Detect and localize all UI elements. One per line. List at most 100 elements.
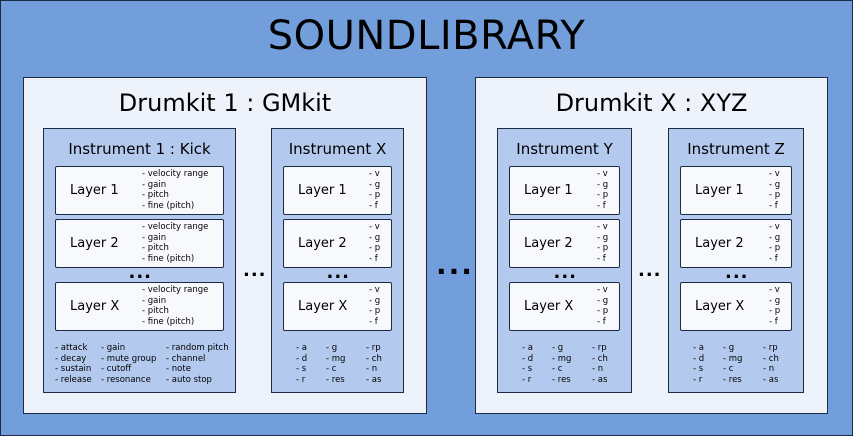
- layer-param: - v: [369, 169, 380, 179]
- layer-param: - velocity range: [142, 285, 209, 295]
- instrument-property: - c: [326, 364, 337, 374]
- layer-param: - g: [769, 179, 781, 190]
- instrument-title: Instrument Y: [516, 140, 613, 158]
- instrument-property: - ch: [592, 353, 608, 364]
- layer-param: - pitch: [142, 243, 169, 253]
- instrument-properties: - attack - decay - sustain - release: [55, 343, 92, 385]
- instrument-title: Instrument 1 : Kick: [68, 140, 211, 158]
- instrument-property: - sustain: [55, 364, 92, 374]
- layer-param: - gain: [142, 179, 167, 190]
- layer-params: - v- g- p- f: [597, 222, 608, 264]
- instrument-properties: - random pitch - channel - note - auto stop: [166, 343, 229, 385]
- instrument-property: - resonance: [101, 374, 151, 385]
- layer-label: Layer 1: [70, 183, 119, 198]
- layer-label: Layer 2: [298, 236, 347, 251]
- instrument-property: - res: [723, 374, 742, 385]
- layer-label: Layer 1: [695, 183, 744, 198]
- layer-box: Layer 1 - v- g- p- f: [680, 166, 792, 215]
- layer-param: - pitch: [142, 306, 169, 316]
- layer-param: - f: [369, 253, 378, 264]
- layer-param: - v: [369, 285, 380, 295]
- layer-param: - pitch: [142, 190, 169, 200]
- instrument-property: - s: [522, 364, 533, 374]
- layer-param: - f: [597, 253, 606, 264]
- layer-box: Layer X - v- g- p- f: [680, 282, 792, 331]
- layer-param: - f: [369, 200, 378, 211]
- layer-label: Layer X: [298, 299, 348, 314]
- drumkit-title: Drumkit 1 : GMkit: [118, 89, 332, 117]
- layer-param: - g: [597, 295, 609, 306]
- layer-label: Layer 2: [524, 236, 573, 251]
- layer-param: - v: [597, 169, 608, 179]
- instrument-property: - random pitch: [166, 343, 229, 353]
- layer-params: - v- g- p- f: [597, 169, 608, 211]
- layer-box: Layer X - v- g- p- f: [283, 282, 392, 331]
- layer-param: - f: [769, 253, 778, 264]
- layer-params: - velocity range - gain - pitch - fine (pit…: [142, 285, 208, 327]
- layer-param: - fine (pitch): [142, 253, 195, 264]
- layer-box: Layer 1 - v- g- p- f: [283, 166, 392, 215]
- instrument-property: - rp: [366, 343, 381, 353]
- instrument-property: - s: [693, 364, 704, 374]
- instrument-property: - c: [723, 364, 734, 374]
- layer-ellipsis: ...: [725, 262, 749, 283]
- layer-box: Layer 2 - v- g- p- f: [509, 219, 620, 268]
- layer-param: - g: [369, 232, 381, 243]
- layer-param: - p: [369, 243, 381, 253]
- layer-param: - v: [597, 222, 608, 232]
- instrument-property: - res: [326, 374, 345, 385]
- instrument-property: - g: [723, 343, 735, 353]
- layer-param: - fine (pitch): [142, 200, 195, 211]
- layer-param: - g: [769, 295, 781, 306]
- layer-param: - f: [597, 200, 606, 211]
- instrument-property: - as: [366, 374, 382, 385]
- layer-box: Layer 2 - v- g- p- f: [680, 219, 792, 268]
- layer-param: - p: [597, 243, 609, 253]
- layer-box: Layer 2 - velocity range - gain - pitch - fi…: [55, 219, 224, 268]
- instrument-property: - c: [552, 364, 563, 374]
- layer-param: - gain: [142, 232, 167, 243]
- instrument-property: - a: [296, 343, 307, 353]
- layer-param: - g: [369, 179, 381, 190]
- layer-param: - v: [769, 169, 780, 179]
- layer-box: Layer X - velocity range - gain - pitch - fi…: [55, 282, 224, 331]
- layer-param: - p: [769, 306, 781, 316]
- layer-param: - p: [369, 306, 381, 316]
- instrument-property: - n: [366, 364, 378, 374]
- soundlibrary-title: SOUNDLIBRARY: [267, 13, 586, 59]
- instrument-property: - d: [522, 353, 534, 364]
- layer-label: Layer 2: [70, 236, 119, 251]
- instrument-property: - a: [522, 343, 533, 353]
- layer-param: - f: [769, 200, 778, 211]
- instrument-properties: - rp - ch - n- as: [366, 343, 382, 385]
- layer-box: Layer 1 - v- g- p- f: [509, 166, 620, 215]
- instrument-property: - mg: [723, 353, 743, 364]
- instrument-property: - a: [693, 343, 704, 353]
- layer-param: - v: [769, 222, 780, 232]
- layer-box: Layer X - v- g- p- f: [509, 282, 620, 331]
- layer-params: - v- g- p- f: [597, 285, 608, 327]
- instrument-property: - note: [166, 364, 191, 374]
- instrument-properties: - rp - ch - n- as: [763, 343, 779, 385]
- instrument-ellipsis: ...: [243, 260, 267, 281]
- instrument-property: - r: [296, 374, 306, 385]
- layer-param: - p: [597, 190, 609, 200]
- instrument-properties: - g- mg - c- res: [552, 343, 571, 385]
- layer-params: - velocity range - gain - pitch - fine (pit…: [142, 169, 208, 211]
- instrument-property: - g: [326, 343, 338, 353]
- instrument-property: - channel: [166, 353, 206, 364]
- layer-label: Layer X: [70, 299, 120, 314]
- instrument-property: - rp: [592, 343, 607, 353]
- instrument-property: - n: [592, 364, 604, 374]
- layer-params: - v- g- p- f: [369, 285, 380, 327]
- instrument-property: - d: [693, 353, 705, 364]
- layer-params: - velocity range - gain - pitch - fine (pit…: [142, 222, 208, 264]
- layer-param: - fine (pitch): [142, 316, 195, 327]
- instrument-property: - s: [296, 364, 307, 374]
- layer-param: - g: [597, 179, 609, 190]
- instrument-property: - auto stop: [166, 374, 212, 385]
- instrument-property: - ch: [366, 353, 382, 364]
- instrument-property: - attack: [55, 343, 88, 353]
- layer-label: Layer 1: [524, 183, 573, 198]
- instrument-property: - n: [763, 364, 775, 374]
